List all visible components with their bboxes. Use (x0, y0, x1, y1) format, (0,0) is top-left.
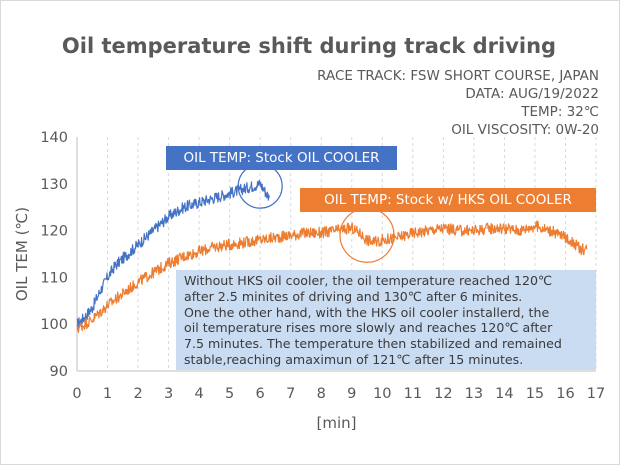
info-race-track: RACE TRACK: FSW SHORT COURSE, JAPAN (317, 68, 599, 84)
legend-stock-cooler: OIL TEMP: Stock OIL COOLER (166, 146, 397, 170)
x-tick-label: 17 (587, 386, 605, 402)
annotation-line: oil temperature rises more slowly and re… (184, 320, 553, 336)
x-tick-label: 5 (225, 386, 234, 402)
y-tick-label: 110 (40, 270, 68, 286)
y-axis-label: OIL TEM (℃) (13, 207, 31, 301)
info-temp: TEMP: 32℃ (521, 104, 599, 120)
x-tick-label: 16 (556, 386, 574, 402)
series-line-stock-cooler (76, 179, 270, 329)
annotation-box: Without HKS oil cooler, the oil temperat… (176, 270, 596, 370)
x-tick-label: 6 (256, 386, 265, 402)
x-tick-label: 8 (317, 386, 326, 402)
annotation-line: 7.5 minutes. The temperature then stabil… (184, 336, 562, 352)
y-tick-label: 100 (40, 317, 68, 333)
y-tick-label: 140 (40, 130, 68, 146)
annotation-line: after 2.5 minites of driving and 130℃ af… (184, 288, 523, 304)
annotation-line: One the other hand, with the HKS oil coo… (184, 304, 550, 320)
x-tick-label: 11 (404, 386, 422, 402)
x-tick-label: 4 (195, 386, 204, 402)
x-tick-label: 10 (373, 386, 391, 402)
y-tick-label: 90 (50, 364, 68, 380)
x-tick-label: 14 (495, 386, 513, 402)
x-tick-label: 15 (526, 386, 544, 402)
y-tick-label: 120 (40, 224, 68, 240)
highlight-rings (237, 163, 395, 263)
annotation-line: Without HKS oil cooler, the oil temperat… (184, 273, 553, 288)
x-tick-label: 0 (72, 386, 81, 402)
x-tick-label: 9 (347, 386, 356, 402)
highlight-ring-orange (339, 207, 395, 263)
info-date: DATA: AUG/19/2022 (465, 86, 599, 102)
axis-layer: 0 1 2 3 4 5 6 7 8 9 10 11 12 13 14 15 16 1790100110120130… (40, 130, 605, 402)
chart-title: Oil temperature shift during track drivi… (61, 34, 557, 58)
info-viscosity: OIL VISCOSITY: 0W-20 (451, 122, 599, 138)
annotation-line: stable,reaching amaximun of 121℃ after 1… (184, 351, 524, 367)
x-tick-label: 3 (164, 386, 173, 402)
x-tick-label: 1 (103, 386, 112, 402)
x-tick-label: 7 (286, 386, 295, 402)
series-layer (76, 179, 588, 333)
legend-hks-cooler: OIL TEMP: Stock w/ HKS OIL COOLER (300, 188, 596, 212)
x-tick-label: 2 (133, 386, 142, 402)
y-tick-label: 130 (40, 177, 68, 193)
series-line-hks-cooler (76, 220, 588, 333)
x-tick-label: 12 (434, 386, 452, 402)
x-tick-label: 13 (465, 386, 483, 402)
x-axis-label: [min] (317, 414, 357, 432)
